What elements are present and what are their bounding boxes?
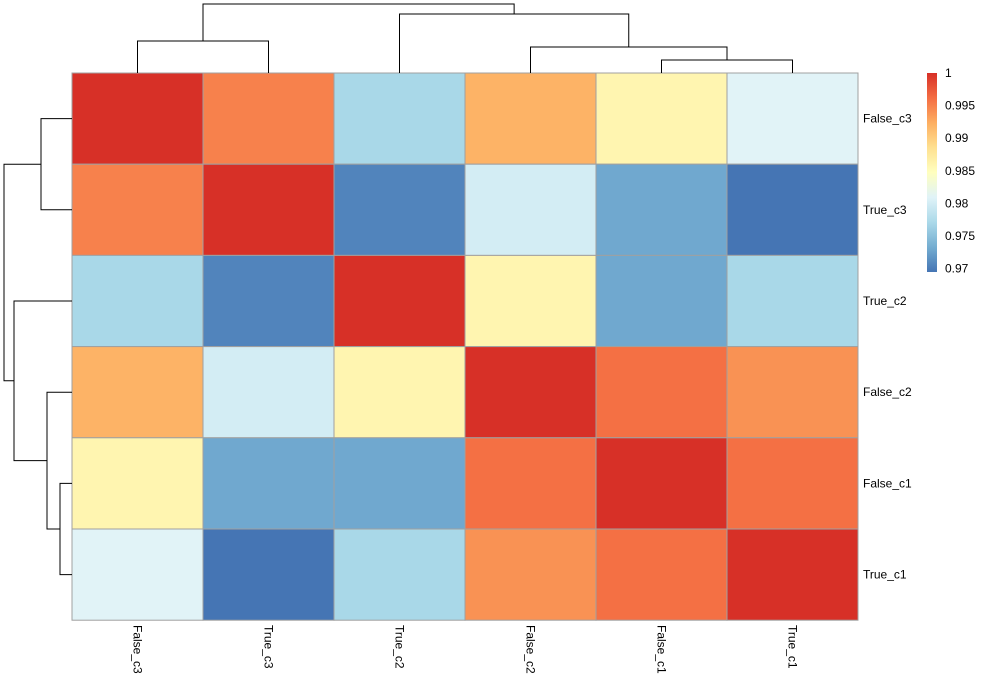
legend-tick-label: 0.98 — [945, 196, 969, 210]
heatmap-cell — [726, 346, 859, 439]
heatmap-cell — [202, 163, 335, 256]
heatmap-cell — [595, 72, 728, 165]
legend-tick-label: 0.975 — [945, 229, 975, 243]
heatmap-cell — [333, 163, 466, 256]
heatmap-cell — [71, 437, 204, 530]
dendrogram-branch — [202, 3, 515, 41]
heatmap-cell — [464, 163, 597, 256]
heatmap-cell — [71, 346, 204, 439]
heatmap-cell — [464, 254, 597, 348]
heatmap-cell — [595, 528, 728, 621]
dendrogram-branch — [137, 40, 269, 73]
heatmap-cell — [202, 72, 335, 165]
column-label: True_c1 — [786, 625, 800, 669]
heatmap-cell — [595, 254, 728, 348]
dendrogram-branch — [399, 13, 630, 73]
row-label: False_c3 — [863, 112, 912, 126]
dendrogram-branch — [59, 482, 72, 576]
heatmap-cell — [71, 163, 204, 256]
legend-tick-label: 0.99 — [945, 131, 969, 145]
heatmap-cell — [595, 437, 728, 530]
heatmap-cell — [333, 254, 466, 348]
column-label: True_c3 — [262, 625, 276, 669]
column-label: False_c1 — [655, 625, 669, 674]
column-label: False_c2 — [524, 625, 538, 674]
legend-tick-label: 0.995 — [945, 99, 975, 113]
heatmap-cell — [726, 72, 859, 165]
dendrogram-branch — [40, 118, 72, 211]
heatmap-cell — [726, 528, 859, 621]
heatmap-cell — [202, 254, 335, 348]
heatmap-cell — [726, 254, 859, 348]
heatmap-cell — [726, 163, 859, 256]
heatmap-cell — [333, 72, 466, 165]
heatmap-cell — [333, 528, 466, 621]
heatmap-cell — [71, 72, 204, 165]
legend-tick-label: 0.985 — [945, 164, 975, 178]
dendrogram-branch — [3, 163, 41, 382]
row-label: True_c3 — [863, 203, 907, 217]
heatmap-cell — [71, 254, 204, 348]
heatmap-cell — [333, 346, 466, 439]
heatmap-cell — [202, 437, 335, 530]
color-legend-bar — [927, 73, 937, 272]
heatmap-cell — [595, 163, 728, 256]
row-label: True_c2 — [863, 294, 907, 308]
heatmap-cell — [202, 346, 335, 439]
dendrogram-branch — [13, 300, 72, 462]
column-label: False_c3 — [131, 625, 145, 674]
heatmap-cell — [333, 437, 466, 530]
heatmap-cell — [464, 528, 597, 621]
heatmap-cell — [595, 346, 728, 439]
heatmap-cell — [202, 528, 335, 621]
heatmap-cell — [464, 346, 597, 439]
row-label: False_c1 — [863, 476, 912, 490]
heatmap-cell — [71, 528, 204, 621]
legend-tick-label: 0.97 — [945, 262, 969, 276]
heatmap-cell — [464, 437, 597, 530]
legend-tick-label: 1 — [945, 66, 952, 80]
dendrogram-branch — [661, 59, 793, 73]
column-label: True_c2 — [393, 625, 407, 669]
heatmap-cell — [726, 437, 859, 530]
heatmap-cell — [464, 72, 597, 165]
row-label: True_c1 — [863, 568, 907, 582]
row-label: False_c2 — [863, 385, 912, 399]
